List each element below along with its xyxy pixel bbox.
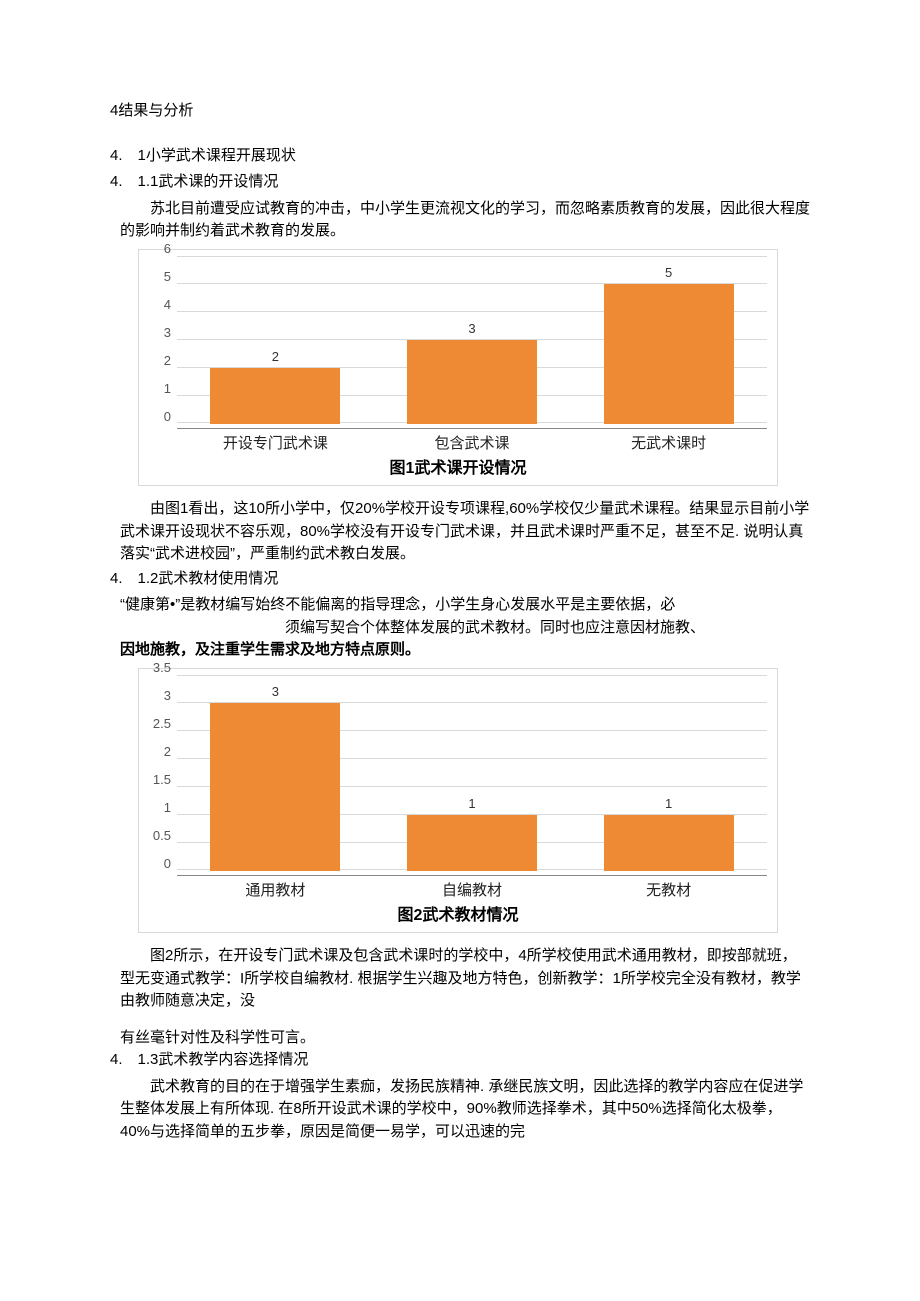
chart-bar: 1	[407, 794, 537, 871]
paragraph-intro-1: 苏北目前遭受应试教育的冲击，中小学生更流视文化的学习，而忽略素质教育的发展，因此…	[120, 198, 810, 243]
chart-title: 图1武术课开设情况	[149, 457, 767, 481]
heading-4-1-1: 4. 1.1武术课的开设情况	[110, 171, 810, 194]
heading-4-1-3: 4. 1.3武术教学内容选择情况	[110, 1049, 810, 1072]
chart-bar: 5	[604, 263, 734, 424]
chart-bar: 1	[604, 794, 734, 871]
chart-1: 0123456235开设专门武术课包含武术课无武术课时图1武术课开设情况	[138, 249, 778, 487]
paragraph-3a: “健康第•”是教材编写始终不能偏离的指导理念，小学生身心发展水平是主要依据，必	[120, 594, 810, 617]
heading-4-1: 4. 1小学武术课程开展现状	[110, 145, 810, 168]
paragraph-chart2-desc: 图2所示，在开设专门武术课及包含武术课时的学校中，4所学校使用武术通用教材，即按…	[120, 945, 810, 1013]
chart-bar: 3	[210, 682, 340, 871]
paragraph-5: 有丝毫针对性及科学性可言。	[120, 1027, 810, 1050]
paragraph-6: 武术教育的目的在于增强学生素痂，发扬民族精神. 承继民族文明，因此选择的教学内容…	[120, 1076, 810, 1144]
chart-x-label: 自编教材	[374, 880, 571, 903]
chart-x-label: 开设专门武术课	[177, 433, 374, 456]
chart-x-label: 无教材	[570, 880, 767, 903]
paragraph-3c: 因地施教，及注重学生需求及地方特点原则。	[120, 639, 810, 662]
paragraph-3b: 须编写契合个体整体发展的武术教材。同时也应注意因材施教、	[120, 617, 810, 640]
chart-bar: 3	[407, 319, 537, 424]
heading-4-1-2: 4. 1.2武术教材使用情况	[110, 568, 810, 591]
chart-x-label: 无武术课时	[570, 433, 767, 456]
section-title: 4结果与分析	[110, 100, 810, 123]
paragraph-chart1-desc: 由图1看出，这10所小学中，仅20%学校开设专项课程,60%学校仅少量武术课程。…	[120, 498, 810, 566]
chart-2: 00.511.522.533.5311通用教材自编教材无教材图2武术教材情况	[138, 668, 778, 934]
chart-title: 图2武术教材情况	[149, 904, 767, 928]
chart-x-label: 包含武术课	[374, 433, 571, 456]
chart-x-label: 通用教材	[177, 880, 374, 903]
chart-bar: 2	[210, 347, 340, 424]
